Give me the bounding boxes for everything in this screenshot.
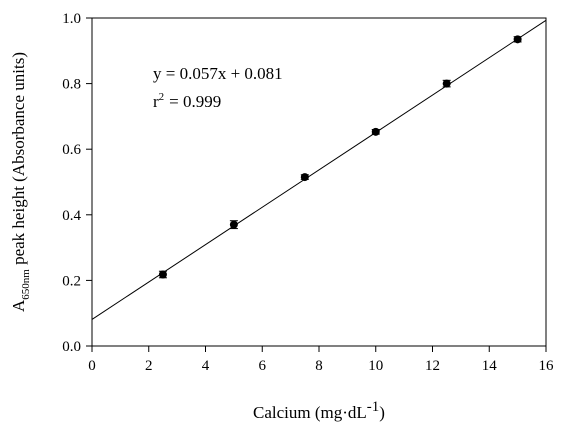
y-tick-label: 0.8 <box>62 77 81 93</box>
x-tick-label: 6 <box>259 358 267 374</box>
data-marker <box>158 270 167 279</box>
x-ticks: 0 2 4 6 8 10 12 14 16 <box>88 346 554 374</box>
y-axis-title-prefix: A <box>9 299 28 312</box>
x-tick-label: 4 <box>202 358 210 374</box>
y-axis-title: A650nm peak height (Absorbance units) <box>9 52 32 312</box>
y-tick-label: 1.0 <box>62 11 81 27</box>
r-squared-r: r <box>153 92 159 111</box>
data-marker <box>371 127 380 136</box>
x-tick-label: 12 <box>425 358 440 374</box>
data-marker <box>229 220 238 229</box>
x-tick-label: 14 <box>482 358 498 374</box>
y-tick-label: 0.0 <box>62 339 81 355</box>
x-tick-label: 16 <box>539 358 555 374</box>
r-squared-sup: 2 <box>159 91 165 103</box>
regression-equation: y = 0.057x + 0.081 <box>153 64 283 83</box>
data-point <box>442 79 451 88</box>
data-point <box>300 173 309 182</box>
data-point <box>513 35 522 44</box>
y-axis-title-sub: 650nm <box>20 269 32 300</box>
x-tick-label: 8 <box>315 358 323 374</box>
data-point <box>158 270 167 279</box>
y-tick-label: 0.6 <box>62 142 81 158</box>
x-axis-title-main: Calcium (mg·dL <box>253 403 367 422</box>
data-point <box>371 127 380 136</box>
x-tick-label: 2 <box>145 358 153 374</box>
data-point <box>229 220 238 230</box>
data-marker <box>513 35 522 44</box>
y-tick-label: 0.2 <box>62 273 81 289</box>
x-tick-label: 10 <box>368 358 383 374</box>
x-axis-title-end: ) <box>379 403 385 422</box>
x-axis-title: Calcium (mg·dL-1) <box>253 399 385 422</box>
regression-line <box>91 19 547 320</box>
r-squared-label: r2 = 0.999 <box>153 91 221 111</box>
y-axis-title-rest: peak height (Absorbance units) <box>9 52 28 269</box>
data-marker <box>300 173 309 182</box>
r-squared-value: = 0.999 <box>169 92 221 111</box>
data-points <box>158 35 522 279</box>
y-ticks: 0.0 0.2 0.4 0.6 0.8 1.0 <box>62 11 92 355</box>
y-tick-label: 0.4 <box>62 208 81 224</box>
data-marker <box>442 79 451 88</box>
x-axis-title-sup: -1 <box>367 399 380 415</box>
x-tick-label: 0 <box>88 358 96 374</box>
